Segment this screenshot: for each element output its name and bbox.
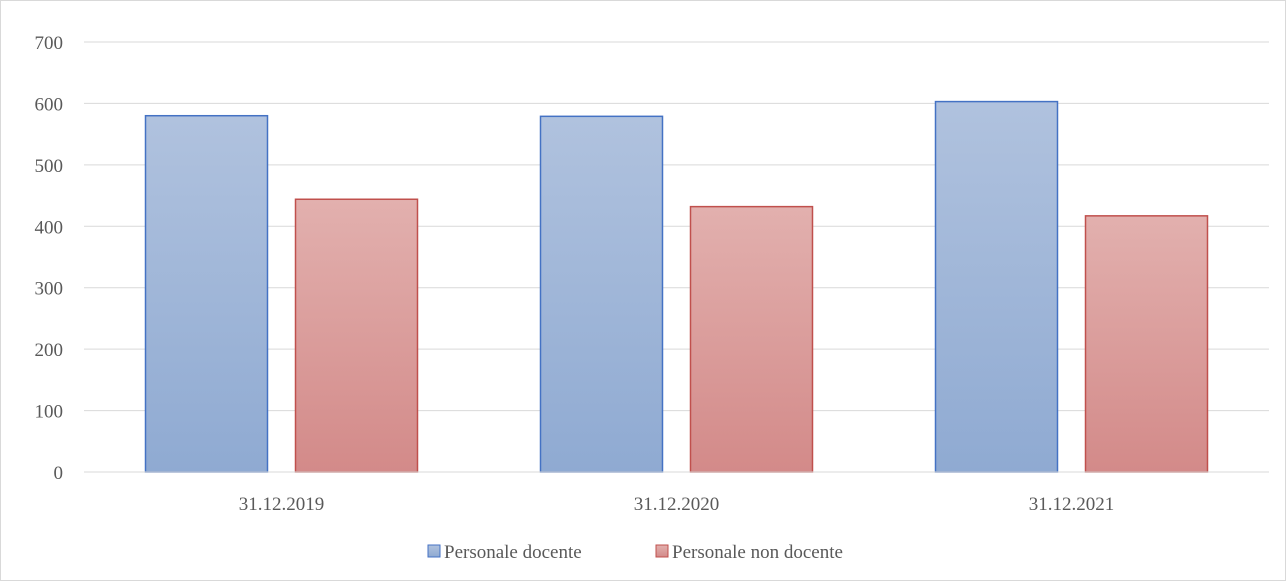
bar-personale-docente (539, 115, 664, 473)
legend: Personale docente Personale non docente (427, 542, 843, 563)
y-tick-label: 100 (35, 402, 64, 423)
x-tick-label: 31.12.2021 (1029, 494, 1115, 515)
gridlines (84, 41, 1269, 473)
legend-swatch (427, 544, 441, 558)
y-tick-label: 300 (35, 279, 64, 300)
axes: 0 100 200 300 400 500 600 700 31.12.2019 31.12.20… (35, 33, 1269, 515)
y-tick-label: 600 (35, 94, 64, 115)
y-tick-label: 500 (35, 156, 64, 177)
bar-personale-non-docente (294, 198, 419, 473)
bar-personale-non-docente (689, 205, 814, 473)
bar-personale-non-docente (1084, 215, 1209, 473)
legend-label: Personale docente (444, 542, 582, 563)
x-tick-label: 31.12.2019 (239, 494, 325, 515)
bar-personale-docente (144, 114, 269, 473)
y-tick-label: 400 (35, 217, 64, 238)
y-tick-label: 0 (54, 463, 64, 484)
y-tick-label: 200 (35, 340, 64, 361)
x-tick-label: 31.12.2020 (634, 494, 720, 515)
bars (144, 100, 1209, 473)
bar-personale-docente (934, 100, 1059, 473)
legend-label: Personale non docente (672, 542, 843, 563)
legend-swatch (655, 544, 669, 558)
y-tick-label: 700 (35, 33, 64, 54)
